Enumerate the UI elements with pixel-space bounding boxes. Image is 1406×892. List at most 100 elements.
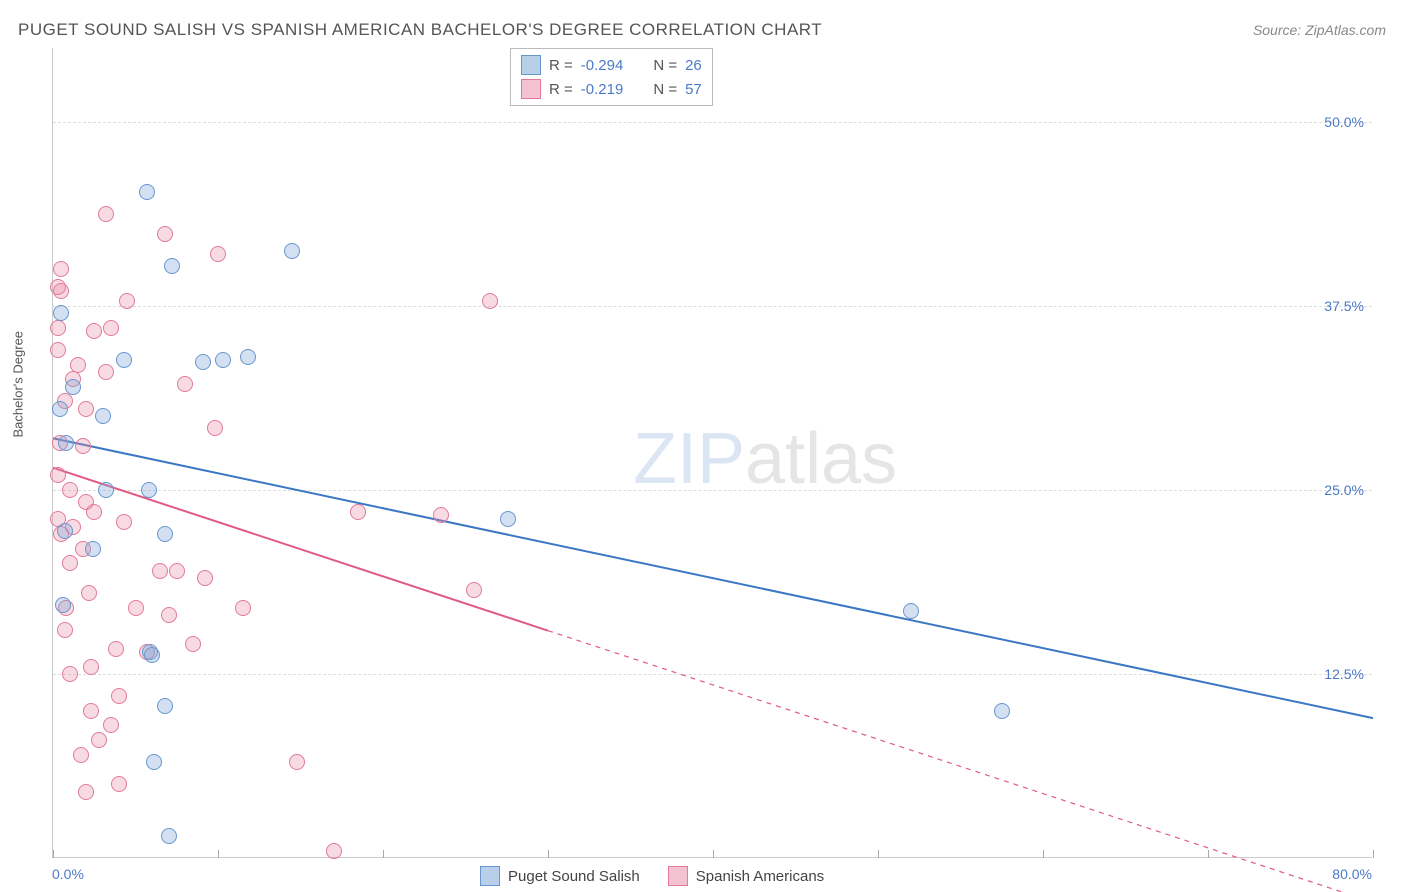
trend-line-dashed (548, 631, 1373, 892)
scatter-marker (433, 507, 449, 523)
scatter-marker (50, 467, 66, 483)
scatter-marker (994, 703, 1010, 719)
legend-stats-row: R = -0.294 N = 26 (521, 53, 702, 77)
scatter-marker (75, 438, 91, 454)
legend-series-label: Spanish Americans (696, 868, 824, 885)
scatter-marker (289, 754, 305, 770)
stat-r-label: R = (549, 81, 573, 98)
scatter-marker (152, 563, 168, 579)
legend-stats: R = -0.294 N = 26 R = -0.219 N = 57 (510, 48, 713, 106)
scatter-marker (86, 504, 102, 520)
stat-n-value: 57 (685, 81, 702, 98)
scatter-marker (240, 349, 256, 365)
x-tick (1373, 850, 1374, 858)
scatter-marker (50, 342, 66, 358)
scatter-marker (55, 597, 71, 613)
scatter-marker (62, 666, 78, 682)
scatter-marker (161, 607, 177, 623)
scatter-marker (103, 717, 119, 733)
stat-n-label: N = (653, 81, 677, 98)
scatter-marker (103, 320, 119, 336)
scatter-marker (210, 246, 226, 262)
stat-n-label: N = (653, 57, 677, 74)
scatter-marker (146, 754, 162, 770)
scatter-marker (78, 401, 94, 417)
scatter-marker (83, 703, 99, 719)
scatter-marker (326, 843, 342, 859)
scatter-marker (53, 261, 69, 277)
stat-r-label: R = (549, 57, 573, 74)
scatter-marker (111, 688, 127, 704)
scatter-marker (500, 511, 516, 527)
scatter-marker (83, 659, 99, 675)
scatter-marker (98, 482, 114, 498)
scatter-marker (95, 408, 111, 424)
scatter-marker (111, 776, 127, 792)
scatter-marker (53, 305, 69, 321)
scatter-marker (50, 279, 66, 295)
legend-swatch (521, 55, 541, 75)
scatter-marker (161, 828, 177, 844)
x-axis-max-label: 80.0% (1332, 866, 1372, 882)
source-attribution: Source: ZipAtlas.com (1253, 22, 1386, 38)
legend-series: Puget Sound Salish Spanish Americans (480, 866, 824, 886)
scatter-marker (185, 636, 201, 652)
scatter-marker (98, 364, 114, 380)
stat-r-value: -0.219 (581, 81, 624, 98)
scatter-marker (73, 747, 89, 763)
y-axis-label: Bachelor's Degree (11, 331, 26, 438)
scatter-marker (157, 526, 173, 542)
scatter-marker (157, 698, 173, 714)
scatter-marker (157, 226, 173, 242)
scatter-marker (98, 206, 114, 222)
scatter-marker (177, 376, 193, 392)
scatter-marker (466, 582, 482, 598)
legend-series-item: Spanish Americans (668, 866, 824, 886)
legend-swatch (668, 866, 688, 886)
scatter-marker (116, 514, 132, 530)
scatter-marker (62, 555, 78, 571)
legend-swatch (480, 866, 500, 886)
scatter-marker (62, 482, 78, 498)
x-axis-min-label: 0.0% (52, 866, 84, 882)
chart-container: PUGET SOUND SALISH VS SPANISH AMERICAN B… (0, 0, 1406, 892)
scatter-marker (58, 435, 74, 451)
scatter-marker (169, 563, 185, 579)
scatter-marker (70, 357, 86, 373)
stat-n-value: 26 (685, 57, 702, 74)
legend-series-item: Puget Sound Salish (480, 866, 640, 886)
scatter-marker (284, 243, 300, 259)
scatter-marker (85, 541, 101, 557)
scatter-marker (128, 600, 144, 616)
scatter-marker (52, 401, 68, 417)
legend-series-label: Puget Sound Salish (508, 868, 640, 885)
scatter-marker (141, 482, 157, 498)
scatter-marker (215, 352, 231, 368)
scatter-marker (350, 504, 366, 520)
trend-svg (53, 48, 1373, 858)
scatter-marker (50, 320, 66, 336)
scatter-marker (78, 784, 94, 800)
scatter-marker (144, 647, 160, 663)
scatter-marker (86, 323, 102, 339)
scatter-marker (116, 352, 132, 368)
scatter-marker (57, 523, 73, 539)
scatter-marker (65, 379, 81, 395)
scatter-marker (195, 354, 211, 370)
scatter-marker (57, 622, 73, 638)
scatter-marker (108, 641, 124, 657)
stat-r-value: -0.294 (581, 57, 624, 74)
scatter-marker (207, 420, 223, 436)
scatter-marker (235, 600, 251, 616)
scatter-marker (119, 293, 135, 309)
chart-title: PUGET SOUND SALISH VS SPANISH AMERICAN B… (18, 20, 822, 40)
legend-stats-row: R = -0.219 N = 57 (521, 77, 702, 101)
legend-swatch (521, 79, 541, 99)
plot-area: ZIPatlas 12.5%25.0%37.5%50.0% (52, 48, 1372, 858)
scatter-marker (139, 184, 155, 200)
scatter-marker (91, 732, 107, 748)
scatter-marker (482, 293, 498, 309)
scatter-marker (164, 258, 180, 274)
scatter-marker (903, 603, 919, 619)
scatter-marker (81, 585, 97, 601)
